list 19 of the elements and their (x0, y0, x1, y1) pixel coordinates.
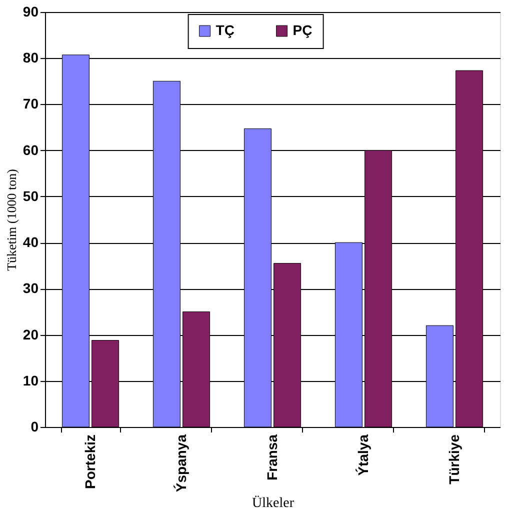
y-tick-label: 10 (22, 372, 39, 388)
y-tick-label: 80 (22, 50, 39, 66)
y-tick-label: 50 (22, 188, 39, 204)
y-tick-label: 90 (22, 4, 39, 20)
y-tick-label: 70 (22, 96, 39, 112)
legend-label: PÇ (292, 22, 312, 38)
y-tick-label: 20 (22, 326, 39, 342)
y-tick-label: 40 (22, 234, 39, 250)
x-tick-label: Fransa (264, 434, 280, 480)
x-axis-title: Ülkeler (252, 495, 294, 512)
y-tick-label: 30 (22, 280, 39, 296)
x-tick-label: Türkiye (446, 434, 462, 484)
y-axis-title: Tüketim (1000 ton) (4, 169, 19, 271)
legend-label: TÇ (216, 22, 234, 38)
y-tick-label: 0 (30, 418, 39, 434)
x-tick-label: Ýspanya (173, 434, 189, 492)
x-tick-label: Ýtalya (355, 434, 371, 476)
y-tick-label: 60 (22, 142, 39, 158)
x-tick-label: Portekiz (82, 434, 98, 489)
